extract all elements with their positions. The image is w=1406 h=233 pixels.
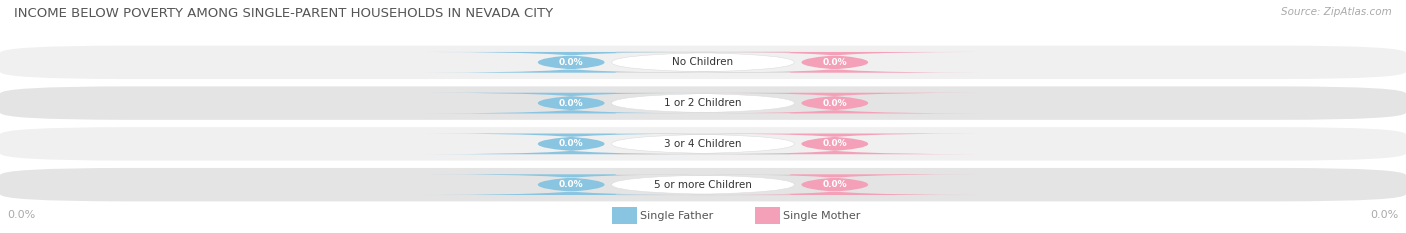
Text: 5 or more Children: 5 or more Children <box>654 180 752 190</box>
FancyBboxPatch shape <box>426 174 717 195</box>
FancyBboxPatch shape <box>612 134 794 154</box>
Text: Single Mother: Single Mother <box>783 211 860 220</box>
FancyBboxPatch shape <box>0 127 1406 161</box>
Text: 1 or 2 Children: 1 or 2 Children <box>664 98 742 108</box>
Text: 0.0%: 0.0% <box>823 58 848 67</box>
FancyBboxPatch shape <box>612 93 794 113</box>
Text: 0.0%: 0.0% <box>558 99 583 108</box>
Text: 0.0%: 0.0% <box>558 180 583 189</box>
Text: 0.0%: 0.0% <box>1371 210 1399 220</box>
Text: 0.0%: 0.0% <box>823 180 848 189</box>
FancyBboxPatch shape <box>612 174 794 195</box>
FancyBboxPatch shape <box>689 52 980 73</box>
FancyBboxPatch shape <box>0 86 1406 120</box>
FancyBboxPatch shape <box>689 174 980 195</box>
Text: 0.0%: 0.0% <box>7 210 35 220</box>
FancyBboxPatch shape <box>689 134 980 154</box>
FancyBboxPatch shape <box>689 93 980 113</box>
Text: 3 or 4 Children: 3 or 4 Children <box>664 139 742 149</box>
FancyBboxPatch shape <box>612 52 794 73</box>
Text: 0.0%: 0.0% <box>823 139 848 148</box>
Text: INCOME BELOW POVERTY AMONG SINGLE-PARENT HOUSEHOLDS IN NEVADA CITY: INCOME BELOW POVERTY AMONG SINGLE-PARENT… <box>14 7 553 20</box>
Text: 0.0%: 0.0% <box>558 58 583 67</box>
Text: Source: ZipAtlas.com: Source: ZipAtlas.com <box>1281 7 1392 17</box>
Text: Single Father: Single Father <box>640 211 713 220</box>
FancyBboxPatch shape <box>426 134 717 154</box>
FancyBboxPatch shape <box>0 46 1406 79</box>
FancyBboxPatch shape <box>426 52 717 73</box>
Text: 0.0%: 0.0% <box>558 139 583 148</box>
Text: 0.0%: 0.0% <box>823 99 848 108</box>
FancyBboxPatch shape <box>426 93 717 113</box>
FancyBboxPatch shape <box>0 168 1406 201</box>
Text: No Children: No Children <box>672 57 734 67</box>
